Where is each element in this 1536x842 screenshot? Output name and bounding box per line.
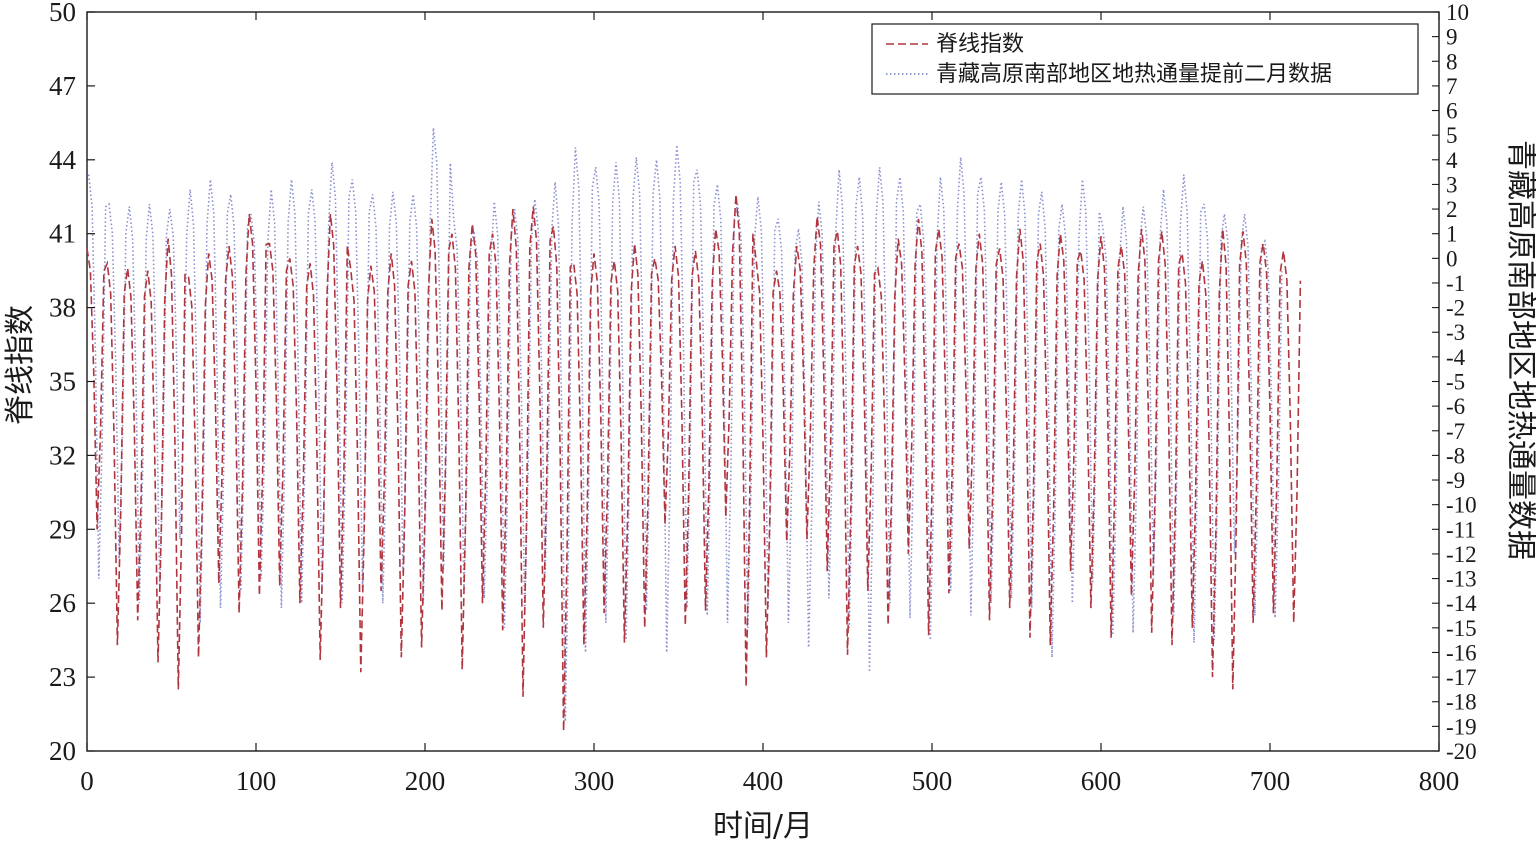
y-right-tick-label: 5 bbox=[1446, 123, 1458, 148]
x-tick-label: 700 bbox=[1250, 766, 1291, 796]
plot-area bbox=[86, 11, 1440, 752]
x-axis-title: 时间/月 bbox=[713, 809, 813, 842]
y-right-tick-label: 0 bbox=[1446, 246, 1458, 271]
y-right-tick-label: 2 bbox=[1446, 197, 1458, 222]
series-ridge-line bbox=[86, 194, 1302, 732]
legend-box bbox=[871, 23, 1419, 95]
legend-label-ridge: 脊线指数 bbox=[936, 32, 1024, 57]
y-right-tick-label: -11 bbox=[1446, 517, 1476, 542]
x-tick-label: 800 bbox=[1419, 766, 1460, 796]
y-right-tick-label: -13 bbox=[1446, 567, 1477, 592]
y-right-tick-label: -18 bbox=[1446, 690, 1477, 715]
legend-label-heatflux: 青藏高原南部地区地热通量提前二月数据 bbox=[936, 62, 1332, 87]
y-right-tick-label: -15 bbox=[1446, 616, 1477, 641]
y-right-tick-label: 8 bbox=[1446, 49, 1458, 74]
x-tick-label: 400 bbox=[743, 766, 784, 796]
series-layer bbox=[86, 127, 1302, 732]
y-right-tick-label: -16 bbox=[1446, 640, 1477, 665]
series-heatflux-line bbox=[87, 127, 1283, 722]
x-tick-label: 500 bbox=[912, 766, 953, 796]
y-right-tick-label: -17 bbox=[1446, 665, 1477, 690]
x-axis: 0 100 200 300 400 500 600 700 800 bbox=[80, 12, 1459, 796]
y-left-tick-label: 47 bbox=[49, 71, 76, 101]
y-right-tick-label: -19 bbox=[1446, 714, 1477, 739]
y-left-tick-label: 38 bbox=[49, 293, 76, 323]
y-right-tick-label: -6 bbox=[1446, 394, 1465, 419]
y-right-tick-label: 7 bbox=[1446, 74, 1458, 99]
y-right-tick-label: -8 bbox=[1446, 443, 1465, 468]
y-axis-right-title: 青藏高原南部地区地热通量数据 bbox=[1503, 140, 1536, 560]
y-right-tick-label: 3 bbox=[1446, 172, 1458, 197]
y-left-tick-label: 26 bbox=[49, 588, 76, 618]
y-axis-left: 20 23 26 29 32 35 38 41 44 47 50 bbox=[49, 0, 95, 766]
y-left-tick-label: 41 bbox=[49, 219, 76, 249]
y-left-tick-label: 23 bbox=[49, 662, 76, 692]
y-axis-left-title: 脊线指数 bbox=[3, 305, 38, 425]
y-right-tick-label: -2 bbox=[1446, 296, 1465, 321]
y-right-tick-label: 10 bbox=[1446, 0, 1469, 25]
x-tick-label: 100 bbox=[236, 766, 277, 796]
y-right-tick-label: 6 bbox=[1446, 99, 1458, 124]
y-right-tick-label: -10 bbox=[1446, 493, 1477, 518]
y-left-tick-label: 29 bbox=[49, 514, 76, 544]
y-axis-right: -20-19-18-17-16-15-14-13-12-11-10-9-8-7-… bbox=[1432, 0, 1477, 764]
y-right-tick-label: -4 bbox=[1446, 345, 1466, 370]
y-right-tick-label: -5 bbox=[1446, 370, 1465, 395]
y-right-tick-label: 4 bbox=[1446, 148, 1458, 173]
y-left-tick-label: 50 bbox=[49, 0, 76, 27]
y-right-tick-label: 1 bbox=[1446, 222, 1458, 247]
y-right-tick-label: -1 bbox=[1446, 271, 1465, 296]
y-right-tick-label: 9 bbox=[1446, 25, 1458, 50]
x-tick-label: 200 bbox=[405, 766, 446, 796]
y-left-tick-label: 35 bbox=[49, 367, 76, 397]
x-tick-label: 600 bbox=[1081, 766, 1122, 796]
y-right-tick-label: -20 bbox=[1446, 739, 1477, 764]
y-left-tick-label: 44 bbox=[49, 145, 77, 175]
y-right-tick-label: -9 bbox=[1446, 468, 1465, 493]
legend: 脊线指数 青藏高原南部地区地热通量提前二月数据 bbox=[871, 23, 1419, 95]
y-right-tick-label: -7 bbox=[1446, 419, 1465, 444]
x-tick-label: 300 bbox=[574, 766, 615, 796]
y-right-tick-label: -3 bbox=[1446, 320, 1465, 345]
y-right-tick-label: -12 bbox=[1446, 542, 1477, 567]
y-left-tick-label: 32 bbox=[49, 440, 76, 470]
y-right-tick-label: -14 bbox=[1446, 591, 1477, 616]
x-tick-label: 0 bbox=[80, 766, 94, 796]
y-left-tick-label: 20 bbox=[49, 736, 76, 766]
